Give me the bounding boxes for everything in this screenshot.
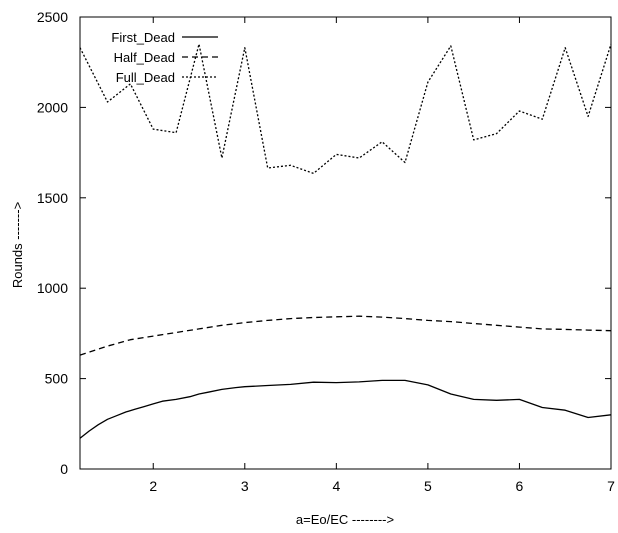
- x-tick-label: 5: [424, 478, 432, 494]
- plot-frame: [79, 16, 612, 470]
- x-tick-label: 3: [241, 478, 249, 494]
- series-line-half-dead: [79, 315, 612, 356]
- y-tick-label: 2000: [37, 99, 68, 115]
- y-tick-label: 0: [60, 461, 68, 477]
- x-tick-label: 2: [149, 478, 157, 494]
- y-tick-label: 1000: [37, 280, 68, 296]
- x-axis-label: a=Eo/EC -------->: [296, 512, 394, 527]
- x-tick-label: 4: [332, 478, 340, 494]
- legend-label: Half_Dead: [114, 50, 175, 65]
- series-line-first-dead: [79, 379, 612, 439]
- axis-ticks: [80, 16, 612, 470]
- x-tick-label: 6: [516, 478, 524, 494]
- y-tick-label: 2500: [37, 9, 68, 25]
- series-lines: [79, 43, 612, 439]
- legend-label: Full_Dead: [116, 70, 175, 85]
- series-line-full-dead: [79, 43, 612, 175]
- y-tick-label: 500: [45, 371, 69, 387]
- tick-labels: 2 3 4 5 6 7 0 500 1000 1500 2000 2500: [37, 9, 615, 494]
- legend-label: First_Dead: [111, 30, 175, 45]
- y-tick-label: 1500: [37, 190, 68, 206]
- x-tick-label: 7: [607, 478, 615, 494]
- y-axis-label: Rounds ------->: [10, 202, 25, 288]
- legend: First_Dead Half_Dead Full_Dead: [111, 30, 218, 85]
